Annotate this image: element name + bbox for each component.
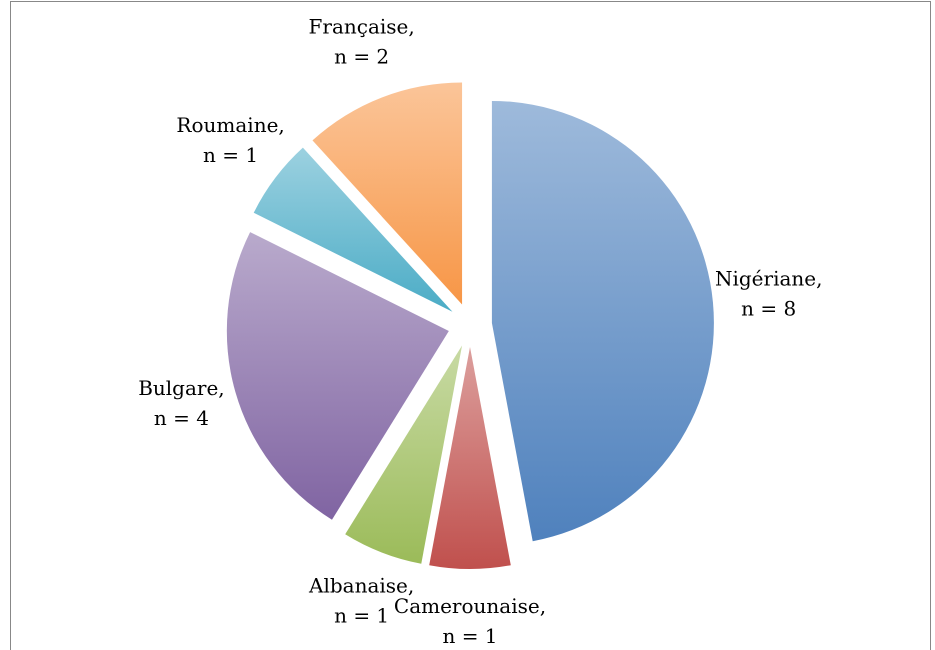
value-label: n = 1 <box>442 624 497 648</box>
slice-label: Nigériane, n = 8 <box>715 266 823 320</box>
slice-label: Camerounaise, n = 1 <box>394 594 546 648</box>
value-label: n = 2 <box>334 44 389 68</box>
category-label: Française, <box>309 14 415 38</box>
value-label: n = 8 <box>741 296 796 320</box>
value-label: n = 1 <box>203 143 258 167</box>
pie-slice <box>253 147 453 312</box>
pie-slice <box>345 345 463 564</box>
category-label: Roumaine, <box>176 113 284 137</box>
slice-label: Française, n = 2 <box>309 14 415 68</box>
pie-slice <box>226 232 449 520</box>
slice-label: Roumaine, n = 1 <box>176 113 284 167</box>
category-label: Albanaise, <box>308 574 414 598</box>
category-label: Nigériane, <box>715 266 823 290</box>
category-label: Camerounaise, <box>394 594 546 618</box>
value-label: n = 4 <box>154 406 209 430</box>
slice-label: Bulgare, n = 4 <box>138 376 224 430</box>
value-label: n = 1 <box>334 604 389 628</box>
pie-slice <box>312 82 463 305</box>
pie-slice <box>429 347 511 570</box>
category-label: Bulgare, <box>138 376 224 400</box>
pie-slice <box>491 100 714 542</box>
slice-label: Albanaise, n = 1 <box>308 574 414 628</box>
